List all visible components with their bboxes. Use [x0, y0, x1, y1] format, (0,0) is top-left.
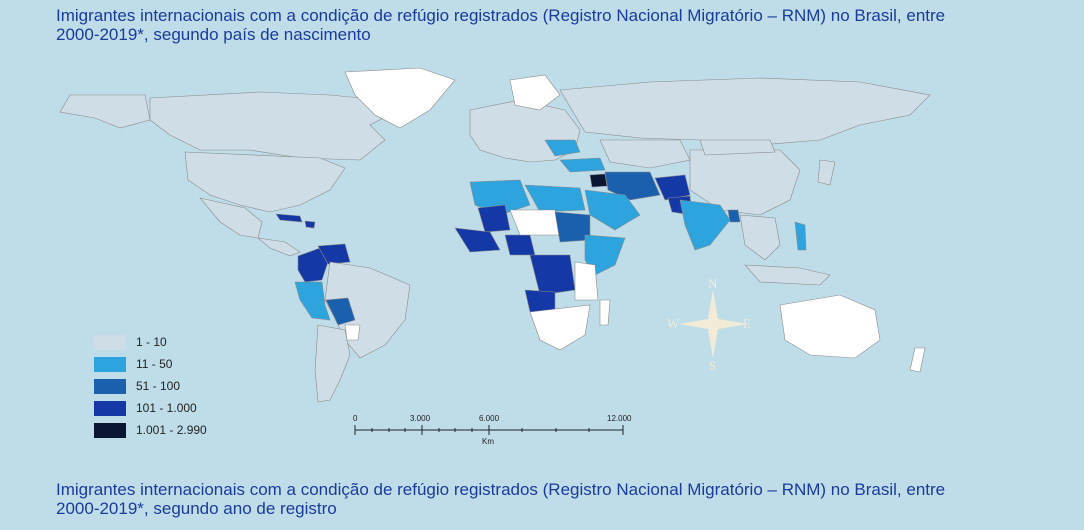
legend-label: 1.001 - 2.990: [136, 423, 207, 437]
scale-tick-label: 6.000: [479, 414, 500, 423]
country-angola: [524, 289, 556, 313]
legend-item: 51 - 100: [94, 375, 207, 397]
country-mali: [477, 204, 511, 233]
region-west-africa: [454, 227, 501, 253]
country-bangladesh: [727, 209, 741, 223]
country-niger-chad: [509, 209, 561, 236]
compass-east: E: [743, 316, 751, 331]
country-paraguay: [344, 324, 361, 341]
country-haiti: [304, 220, 316, 229]
country-india: [679, 199, 731, 251]
country-greenland: [344, 67, 456, 129]
country-libya-egypt: [524, 184, 586, 213]
country-scandinavia: [509, 74, 561, 111]
compass-west: W: [667, 316, 680, 331]
legend-item: 1.001 - 2.990: [94, 419, 207, 441]
country-southern-africa: [529, 304, 591, 351]
legend-item: 1 - 10: [94, 331, 207, 353]
legend-swatch: [94, 378, 126, 394]
world-map: N S E W 0 3.000 6.000 12.000 Km: [59, 67, 931, 446]
country-usa: [184, 151, 346, 213]
section-title: Imigrantes internacionais com a condição…: [56, 480, 946, 518]
compass-rose-icon: N S E W: [667, 276, 751, 373]
scale-tick-label: 3.000: [410, 414, 431, 423]
country-southeast-asia: [739, 214, 781, 261]
legend-label: 51 - 100: [136, 379, 181, 393]
compass-south: S: [709, 358, 716, 373]
country-iraq-iran: [604, 171, 661, 201]
country-mongolia: [699, 139, 776, 156]
country-argentina-chile: [314, 324, 351, 403]
country-drc: [529, 254, 576, 296]
country-east-africa: [574, 261, 599, 301]
country-syria: [589, 173, 608, 188]
legend-swatch: [94, 334, 126, 350]
country-alaska: [59, 94, 151, 129]
country-ukraine: [544, 139, 581, 157]
legend-swatch: [94, 400, 126, 416]
country-cuba: [275, 213, 303, 223]
legend-item: 101 - 1.000: [94, 397, 207, 419]
country-bolivia: [325, 297, 356, 326]
scale-unit: Km: [482, 437, 494, 446]
country-philippines: [794, 221, 807, 251]
scale-bar: 0 3.000 6.000 12.000 Km: [353, 414, 632, 446]
country-afghanistan: [654, 174, 691, 201]
country-turkey: [559, 157, 606, 173]
country-new-zealand: [909, 347, 926, 373]
country-kazakhstan: [599, 139, 691, 169]
country-canada: [149, 91, 396, 161]
scale-tick-label: 0: [353, 414, 358, 423]
country-indonesia: [744, 264, 831, 286]
map-title: Imigrantes internacionais com a condição…: [56, 6, 946, 44]
legend-swatch: [94, 356, 126, 372]
country-madagascar: [599, 299, 611, 326]
country-russia: [559, 77, 931, 146]
map-legend: 1 - 10 11 - 50 51 - 100 101 - 1.000 1.00…: [94, 331, 207, 441]
compass-north: N: [708, 276, 718, 291]
legend-label: 1 - 10: [136, 335, 167, 349]
legend-label: 11 - 50: [136, 357, 173, 371]
scale-tick-label: 12.000: [607, 414, 632, 423]
country-nigeria: [504, 234, 536, 256]
country-saudi-arabia: [584, 189, 641, 231]
legend-swatch: [94, 422, 126, 438]
country-china: [689, 149, 801, 216]
country-japan: [817, 159, 836, 186]
legend-label: 101 - 1.000: [136, 401, 197, 415]
country-venezuela: [317, 243, 351, 265]
country-central-america: [256, 237, 301, 257]
country-ecuador-peru: [294, 281, 331, 321]
legend-item: 11 - 50: [94, 353, 207, 375]
country-australia: [779, 294, 881, 359]
